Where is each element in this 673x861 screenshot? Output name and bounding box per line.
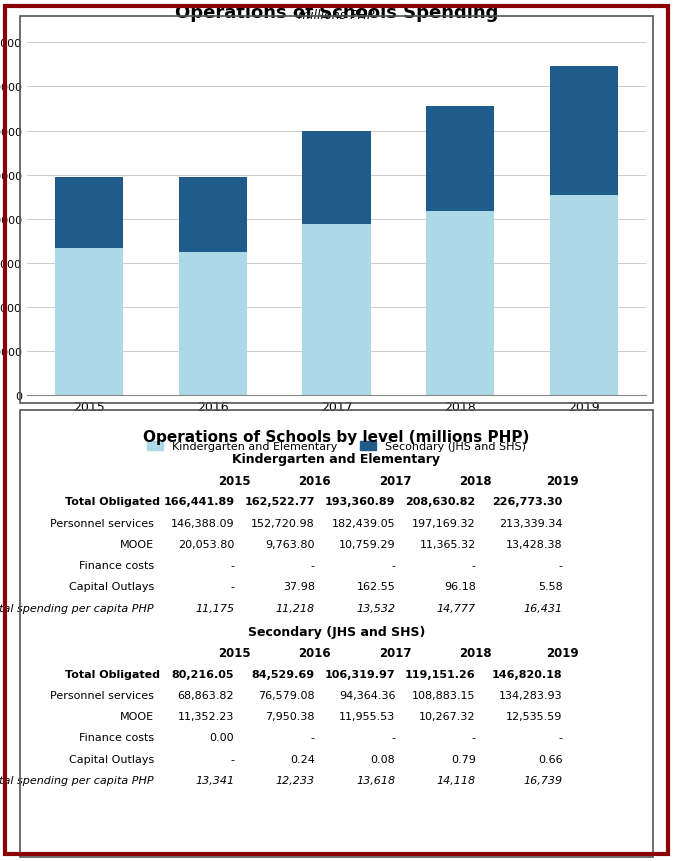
Text: Capital Outlays: Capital Outlays — [69, 754, 154, 764]
Text: Secondary (JHS and SHS): Secondary (JHS and SHS) — [248, 625, 425, 638]
Text: 94,364.36: 94,364.36 — [339, 691, 395, 700]
Text: Finance costs: Finance costs — [79, 733, 154, 742]
Bar — [178, 178, 247, 252]
Text: 2019: 2019 — [546, 474, 579, 487]
Text: 37.98: 37.98 — [283, 582, 315, 592]
Text: 11,365.32: 11,365.32 — [419, 539, 476, 549]
Bar — [55, 178, 123, 249]
Text: 208,630.82: 208,630.82 — [406, 497, 476, 507]
Text: 84,529.69: 84,529.69 — [252, 669, 315, 678]
Text: 68,863.82: 68,863.82 — [178, 691, 234, 700]
Text: -: - — [311, 733, 315, 742]
Text: 20,053.80: 20,053.80 — [178, 539, 234, 549]
Text: 2018: 2018 — [460, 474, 492, 487]
Text: Capital Outlays: Capital Outlays — [69, 582, 154, 592]
Text: 0.79: 0.79 — [451, 754, 476, 764]
Text: 11,352.23: 11,352.23 — [178, 711, 234, 722]
Bar — [178, 252, 247, 395]
Text: millions PHP: millions PHP — [298, 9, 375, 22]
Text: 0.08: 0.08 — [371, 754, 395, 764]
Text: Total Obligated: Total Obligated — [65, 497, 160, 507]
Text: Personnel services: Personnel services — [50, 691, 154, 700]
Text: 166,441.89: 166,441.89 — [164, 497, 234, 507]
Text: -: - — [311, 561, 315, 571]
Bar — [302, 225, 371, 395]
Text: 2017: 2017 — [379, 646, 412, 660]
Text: 2019: 2019 — [546, 646, 579, 660]
Text: 12,233: 12,233 — [276, 775, 315, 785]
Text: 2015: 2015 — [218, 474, 250, 487]
Text: 146,388.09: 146,388.09 — [171, 518, 234, 528]
Text: -: - — [230, 561, 234, 571]
Text: 106,319.97: 106,319.97 — [324, 669, 395, 678]
Text: 13,428.38: 13,428.38 — [506, 539, 563, 549]
Text: Personnel services: Personnel services — [50, 518, 154, 528]
Text: -: - — [391, 733, 395, 742]
Text: 80,216.05: 80,216.05 — [172, 669, 234, 678]
Text: 12,535.59: 12,535.59 — [506, 711, 563, 722]
Text: Total Obligated: Total Obligated — [65, 669, 160, 678]
Text: 14,777: 14,777 — [437, 603, 476, 613]
Text: 13,618: 13,618 — [356, 775, 395, 785]
Text: 10,267.32: 10,267.32 — [419, 711, 476, 722]
Text: 2018: 2018 — [460, 646, 492, 660]
Text: 119,151.26: 119,151.26 — [405, 669, 476, 678]
Text: 0.24: 0.24 — [290, 754, 315, 764]
Text: 9,763.80: 9,763.80 — [265, 539, 315, 549]
Text: 0.00: 0.00 — [210, 733, 234, 742]
Text: 16,739: 16,739 — [524, 775, 563, 785]
Text: -: - — [230, 754, 234, 764]
Text: 11,175: 11,175 — [195, 603, 234, 613]
Text: 11,218: 11,218 — [276, 603, 315, 613]
Bar — [55, 249, 123, 395]
Bar — [302, 132, 371, 225]
Text: -: - — [472, 561, 476, 571]
Text: Operations of Schools by level (millions PHP): Operations of Schools by level (millions… — [143, 430, 530, 444]
Text: 7,950.38: 7,950.38 — [265, 711, 315, 722]
Text: 16,431: 16,431 — [524, 603, 563, 613]
Text: 162,522.77: 162,522.77 — [244, 497, 315, 507]
Text: 76,579.08: 76,579.08 — [258, 691, 315, 700]
Text: 13,341: 13,341 — [195, 775, 234, 785]
Text: 226,773.30: 226,773.30 — [492, 497, 563, 507]
Text: 13,532: 13,532 — [356, 603, 395, 613]
Text: -: - — [230, 582, 234, 592]
Text: 2015: 2015 — [218, 646, 250, 660]
Text: 2017: 2017 — [379, 474, 412, 487]
Text: 213,339.34: 213,339.34 — [499, 518, 563, 528]
Bar — [426, 212, 495, 395]
Text: Finance costs: Finance costs — [79, 561, 154, 571]
Text: 14,118: 14,118 — [437, 775, 476, 785]
Text: 0.66: 0.66 — [538, 754, 563, 764]
Bar — [426, 107, 495, 212]
Text: 5.58: 5.58 — [538, 582, 563, 592]
Text: 146,820.18: 146,820.18 — [492, 669, 563, 678]
Text: 193,360.89: 193,360.89 — [325, 497, 395, 507]
Text: MOOE: MOOE — [120, 711, 154, 722]
Text: 2016: 2016 — [299, 474, 331, 487]
Text: -: - — [559, 733, 563, 742]
Title: Operations of Schools Spending: Operations of Schools Spending — [175, 3, 498, 22]
Bar — [550, 195, 618, 395]
Text: MOOE: MOOE — [120, 539, 154, 549]
Text: -: - — [472, 733, 476, 742]
Text: 108,883.15: 108,883.15 — [413, 691, 476, 700]
Text: 2016: 2016 — [299, 646, 331, 660]
Text: 10,759.29: 10,759.29 — [339, 539, 395, 549]
Text: 182,439.05: 182,439.05 — [332, 518, 395, 528]
Text: 197,169.32: 197,169.32 — [412, 518, 476, 528]
Text: Total spending per capita PHP: Total spending per capita PHP — [0, 775, 154, 785]
Text: -: - — [391, 561, 395, 571]
Legend: Kindergarten and Elementary, Secondary (JHS and SHS): Kindergarten and Elementary, Secondary (… — [142, 437, 531, 456]
Text: 162.55: 162.55 — [357, 582, 395, 592]
Text: 11,955.53: 11,955.53 — [339, 711, 395, 722]
Text: 134,283.93: 134,283.93 — [499, 691, 563, 700]
Text: 96.18: 96.18 — [444, 582, 476, 592]
Text: 152,720.98: 152,720.98 — [251, 518, 315, 528]
Text: Kindergarten and Elementary: Kindergarten and Elementary — [232, 453, 441, 466]
Bar — [550, 66, 618, 195]
Text: Total spending per capita PHP: Total spending per capita PHP — [0, 603, 154, 613]
Text: -: - — [559, 561, 563, 571]
